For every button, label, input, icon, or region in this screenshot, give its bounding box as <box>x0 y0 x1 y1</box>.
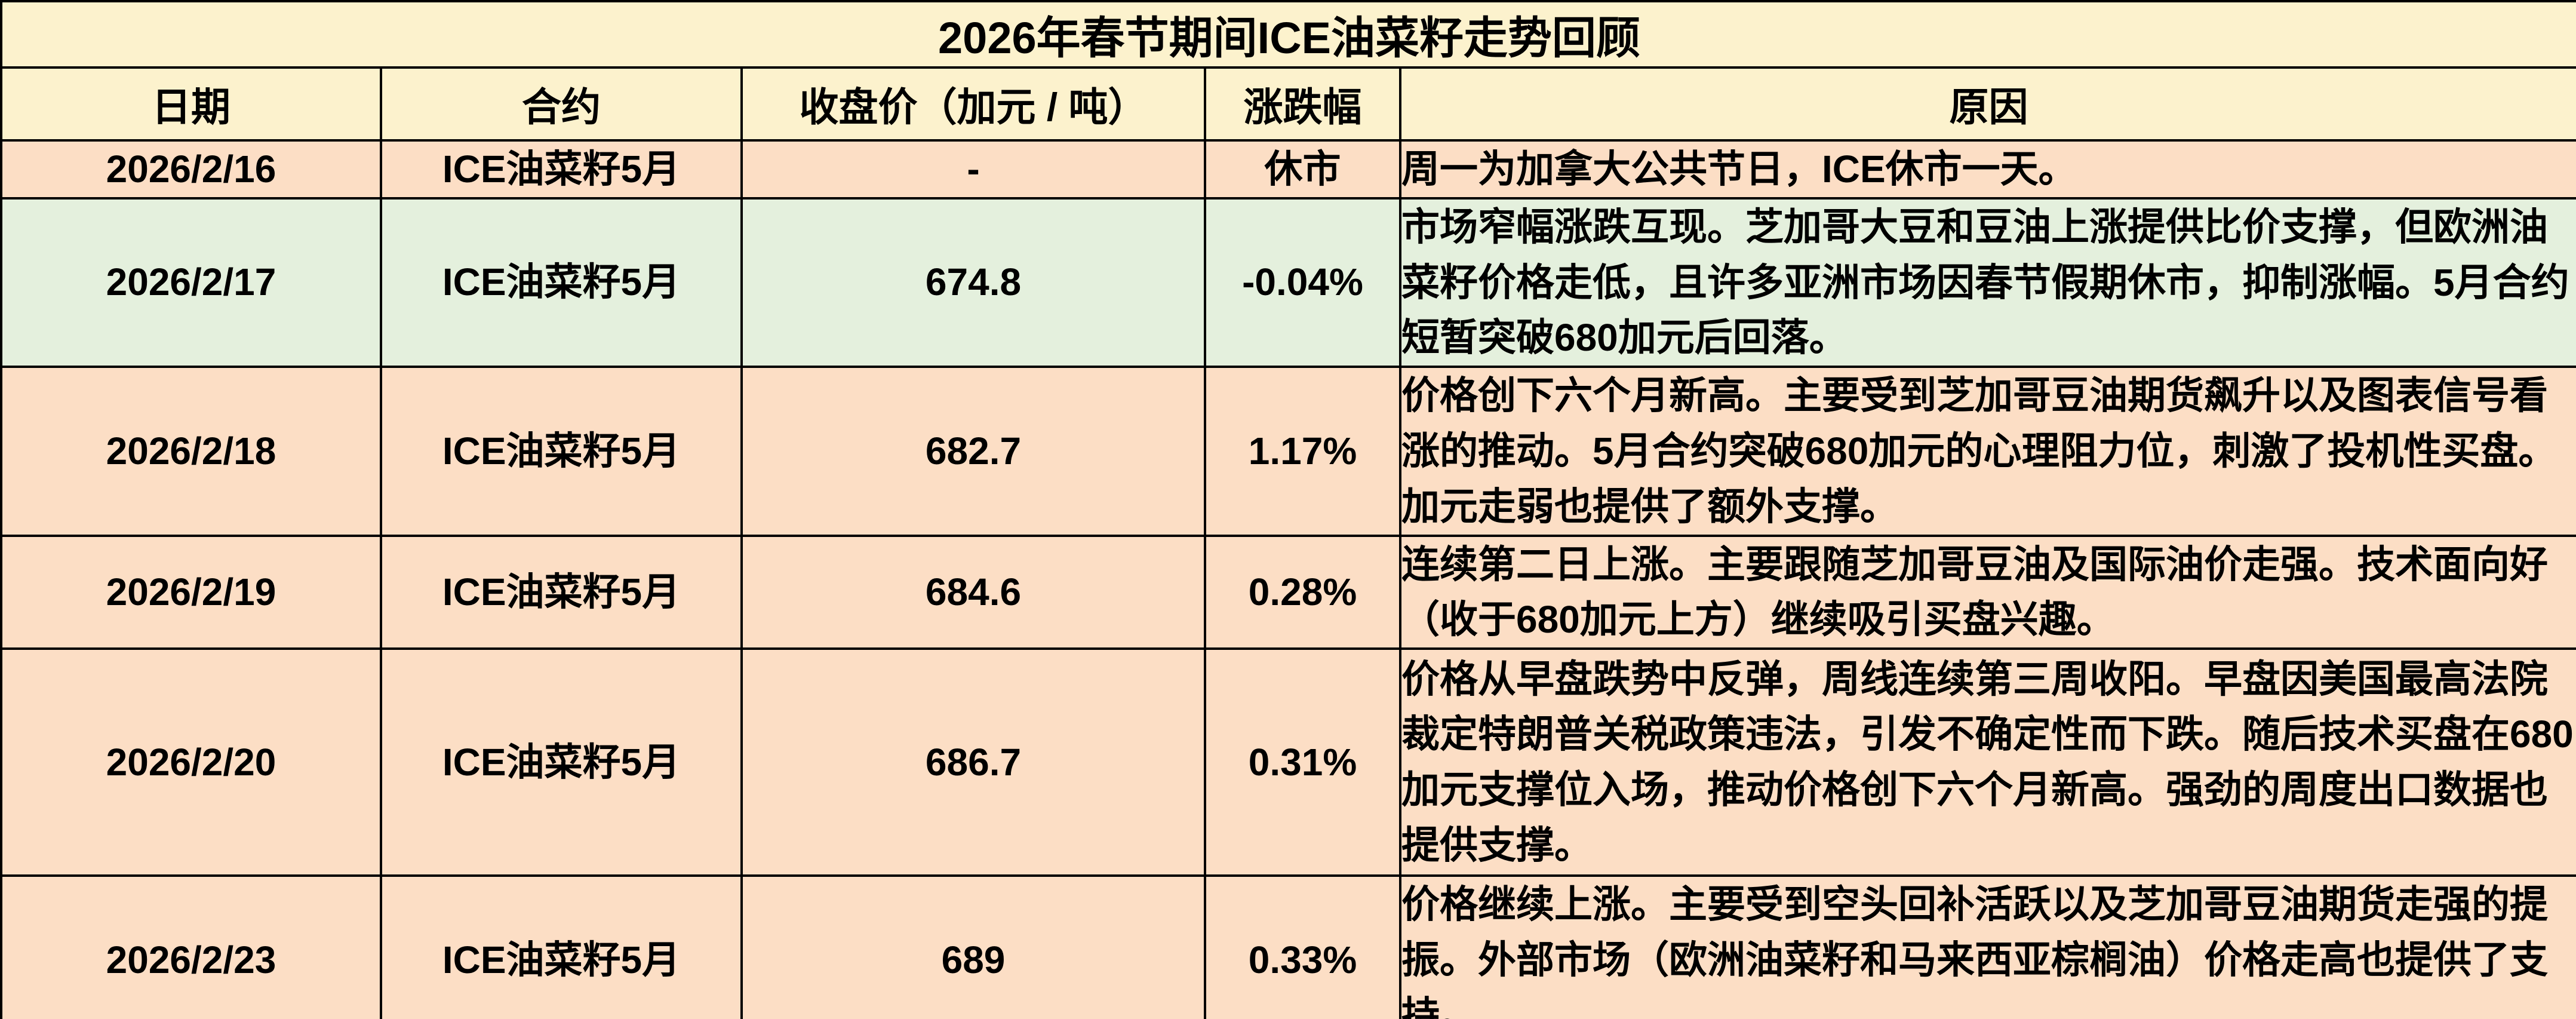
cell-date: 2026/2/18 <box>0 366 382 537</box>
cell-date: 2026/2/20 <box>0 647 382 877</box>
cell-change: 0.28% <box>1204 534 1401 650</box>
cell-contract: ICE油菜籽5月 <box>380 874 743 1019</box>
cell-close: - <box>740 139 1206 199</box>
cell-reason: 市场窄幅涨跌互现。芝加哥大豆和豆油上涨提供比价支撑，但欧洲油菜籽价格走低，且许多… <box>1398 197 2576 369</box>
table-row: 2026/2/20 ICE油菜籽5月 686.7 0.31% 价格从早盘跌势中反… <box>0 647 2576 877</box>
cell-date: 2026/2/17 <box>0 197 382 369</box>
cell-date: 2026/2/16 <box>0 139 382 199</box>
table-row: 2026/2/19 ICE油菜籽5月 684.6 0.28% 连续第二日上涨。主… <box>0 534 2576 650</box>
table-row: 2026/2/16 ICE油菜籽5月 - 休市 周一为加拿大公共节日，ICE休市… <box>0 139 2576 199</box>
column-header-date: 日期 <box>0 66 382 142</box>
cell-contract: ICE油菜籽5月 <box>380 366 743 537</box>
cell-close: 682.7 <box>740 366 1206 537</box>
cell-change: 休市 <box>1204 139 1401 199</box>
cell-close: 674.8 <box>740 197 1206 369</box>
cell-change: 0.31% <box>1204 647 1401 877</box>
cell-close: 686.7 <box>740 647 1206 877</box>
cell-close: 689 <box>740 874 1206 1019</box>
cell-reason: 周一为加拿大公共节日，ICE休市一天。 <box>1398 139 2576 199</box>
table-row: 2026/2/17 ICE油菜籽5月 674.8 -0.04% 市场窄幅涨跌互现… <box>0 197 2576 369</box>
cell-reason: 连续第二日上涨。主要跟随芝加哥豆油及国际油价走强。技术面向好（收于680加元上方… <box>1398 534 2576 650</box>
cell-change: -0.04% <box>1204 197 1401 369</box>
column-header-change: 涨跌幅 <box>1204 66 1401 142</box>
table-row: 2026/2/23 ICE油菜籽5月 689 0.33% 价格继续上涨。主要受到… <box>0 874 2576 1019</box>
cell-change: 0.33% <box>1204 874 1401 1019</box>
cell-reason: 价格创下六个月新高。主要受到芝加哥豆油期货飙升以及图表信号看涨的推动。5月合约突… <box>1398 366 2576 537</box>
column-header-reason: 原因 <box>1398 66 2576 142</box>
table-row: 2026/2/18 ICE油菜籽5月 682.7 1.17% 价格创下六个月新高… <box>0 366 2576 537</box>
cell-contract: ICE油菜籽5月 <box>380 647 743 877</box>
cell-date: 2026/2/23 <box>0 874 382 1019</box>
cell-date: 2026/2/19 <box>0 534 382 650</box>
cell-change: 1.17% <box>1204 366 1401 537</box>
column-header-close: 收盘价（加元 / 吨） <box>740 66 1206 142</box>
cell-contract: ICE油菜籽5月 <box>380 534 743 650</box>
cell-reason: 价格从早盘跌势中反弹，周线连续第三周收阳。早盘因美国最高法院裁定特朗普关税政策违… <box>1398 647 2576 877</box>
cell-contract: ICE油菜籽5月 <box>380 139 743 199</box>
cell-contract: ICE油菜籽5月 <box>380 197 743 369</box>
header-row: 日期 合约 收盘价（加元 / 吨） 涨跌幅 原因 <box>0 66 2576 142</box>
cell-reason: 价格继续上涨。主要受到空头回补活跃以及芝加哥豆油期货走强的提振。外部市场（欧洲油… <box>1398 874 2576 1019</box>
page-title: 2026年春节期间ICE油菜籽走势回顾 <box>0 0 2576 69</box>
column-header-contract: 合约 <box>380 66 743 142</box>
cell-close: 684.6 <box>740 534 1206 650</box>
title-row: 2026年春节期间ICE油菜籽走势回顾 <box>0 0 2576 69</box>
